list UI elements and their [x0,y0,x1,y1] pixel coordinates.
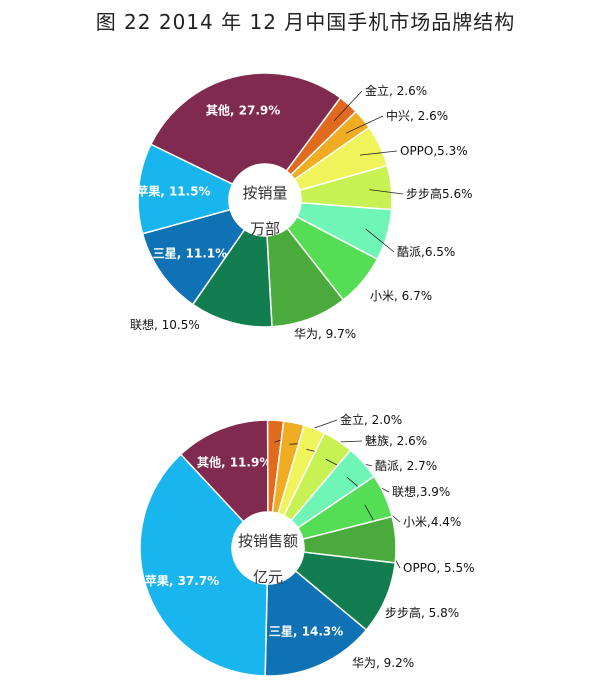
leader-line-1-4 [369,189,404,195]
unit-label: 亿元 [253,568,283,586]
leader-line-1-5 [365,228,395,253]
slice-label-2-2: 魅族, 2.6% [365,433,427,448]
slice-label-2-3: 酷派, 2.7% [375,459,437,473]
slice-label-2-10: 苹果, 37.7% [145,573,219,588]
donut-hole [229,164,301,236]
slice-label-1-1: 金立, 2.6% [365,83,427,98]
slice-label-2-0: 其他, 11.9% [197,454,271,469]
slice-label-1-2: 中兴, 2.6% [386,108,448,123]
slice-label-1-8: 联想, 10.5% [130,317,200,332]
donut-chart-1: 其他, 27.9% 金立, 2.6% 中兴, 2.6% OPPO,5.3% 步步高5.6… [130,72,473,341]
slice-label-1-9: 三星, 11.1% [153,246,227,260]
slice-label-2-5: 小米,4.4% [403,515,461,529]
donut-hole [232,512,304,584]
donut-chart-2: 其他, 11.9% 金立, 2.0% 魅族, 2.6% 酷派, 2.7% 联想,3.9%… [139,412,474,677]
leader-line-1-3 [359,150,398,156]
center-label: 按销售额 [238,532,298,550]
slice-label-1-10: 苹果, 11.5% [136,184,210,199]
slice-label-2-8: 华为, 9.2% [352,656,414,670]
slice-label-2-9: 三星, 14.3% [269,625,343,639]
slice-label-2-7: 步步高, 5.8% [385,605,459,620]
leader-line-1-2 [345,115,384,134]
slice-label-2-4: 联想,3.9% [392,484,450,499]
slice-label-2-6: OPPO, 5.5% [403,561,474,575]
center-label: 按销量 [242,184,287,202]
slice-label-1-7: 华为, 9.7% [294,327,356,341]
slice-label-1-4: 步步高5.6% [406,186,473,201]
slice-label-1-0: 其他, 27.9% [206,103,280,118]
slice-label-1-5: 酷派,6.5% [397,245,455,259]
slice-label-1-6: 小米, 6.7% [370,289,432,303]
slice-label-1-3: OPPO,5.3% [400,144,468,158]
page-title: 图 22 2014 年 12 月中国手机市场品牌结构 [95,10,516,34]
slice-label-2-1: 金立, 2.0% [340,412,402,427]
unit-label: 万部 [250,220,280,238]
leader-line-1-1 [333,90,363,122]
